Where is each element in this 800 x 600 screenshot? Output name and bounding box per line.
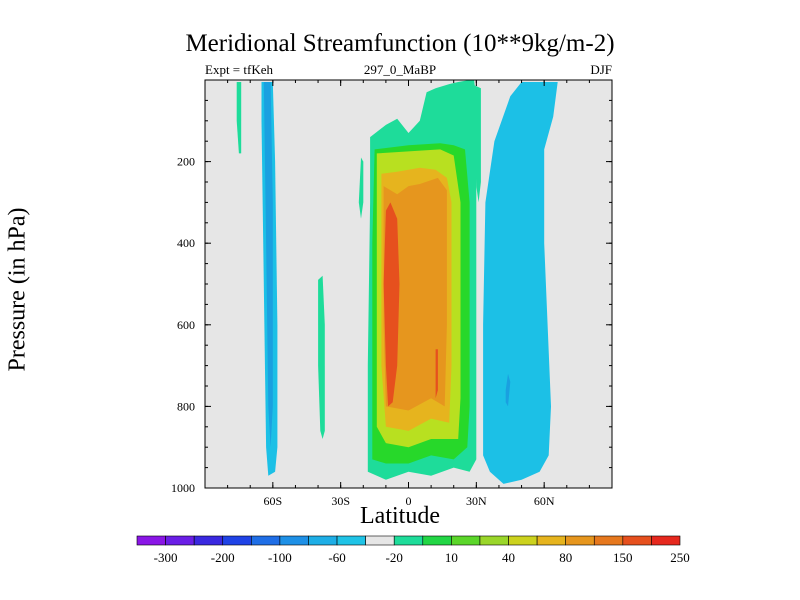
chart-title: Meridional Streamfunction (10**9kg/m-2) xyxy=(185,30,615,57)
northern-cell-outer xyxy=(483,82,558,484)
hadley-cell-250 xyxy=(383,202,400,407)
x-tick-label: 0 xyxy=(406,494,412,508)
period-label: 297_0_MaBP xyxy=(363,62,437,77)
southern-ferrel-strip xyxy=(358,157,364,219)
y-tick-label: 200 xyxy=(177,155,195,169)
northern-ferrel-strip xyxy=(471,84,481,203)
season-label: DJF xyxy=(590,62,612,77)
experiment-label: Expt = tfKeh xyxy=(205,62,273,77)
hadley-cell-250-streak xyxy=(435,349,438,399)
southern-ferrel-mid xyxy=(318,275,325,439)
antarctic-cell-core xyxy=(263,82,273,448)
x-tick-label: 60S xyxy=(263,494,282,508)
southern-ferrel-upper xyxy=(236,82,242,154)
y-tick-label: 1000 xyxy=(171,481,195,495)
hadley-cell-200 xyxy=(383,177,447,411)
x-axis-label: Latitude xyxy=(360,503,440,529)
northern-cell-core xyxy=(505,373,511,407)
contour-fills xyxy=(236,80,558,484)
x-tick-label: 30N xyxy=(466,494,487,508)
y-tick-label: 800 xyxy=(177,399,195,413)
x-tick-label: 30S xyxy=(331,494,350,508)
y-axis-label: Pressure (in hPa) xyxy=(4,207,31,372)
y-tick-label: 400 xyxy=(177,236,195,250)
x-tick-label: 60N xyxy=(534,494,555,508)
y-tick-label: 600 xyxy=(177,318,195,332)
